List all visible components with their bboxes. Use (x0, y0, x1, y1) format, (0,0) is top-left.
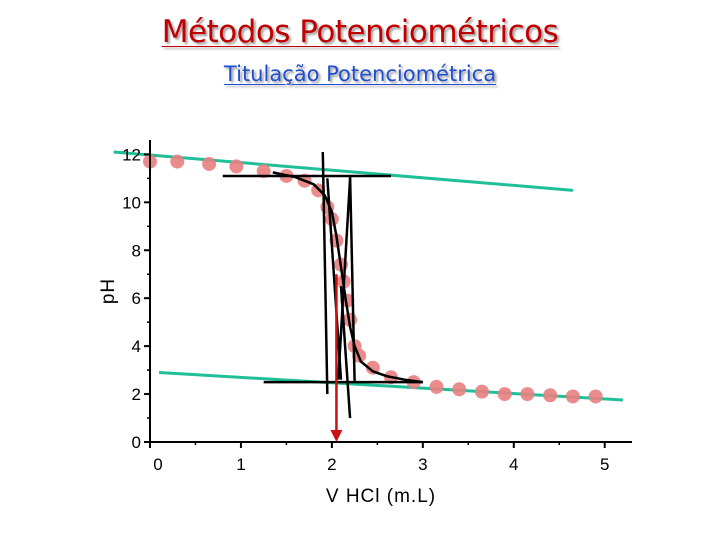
x-tick-label: 5 (600, 455, 609, 474)
data-point (588, 389, 603, 404)
y-tick-label: 0 (132, 433, 141, 452)
data-point (324, 212, 339, 227)
slide-title: Métodos Potenciométricos (161, 14, 559, 50)
construction-line-3 (321, 151, 329, 395)
construction-lines (222, 151, 423, 419)
data-point (202, 156, 217, 171)
data-point (365, 360, 380, 375)
x-tick-label: 4 (509, 455, 518, 474)
construction-line-6 (337, 178, 352, 380)
x-tick-label: 3 (418, 455, 427, 474)
y-tick-label: 4 (132, 337, 141, 356)
data-points (143, 154, 603, 404)
equivalence-arrow-head (330, 430, 343, 442)
data-point (170, 154, 185, 169)
data-point (520, 387, 535, 402)
fit-curve (272, 171, 423, 384)
data-point (497, 387, 512, 402)
tangent-line-1 (113, 150, 574, 192)
equivalence-marker (330, 274, 343, 442)
data-point (256, 164, 271, 179)
construction-line-5 (326, 178, 343, 380)
axes (149, 140, 632, 443)
data-point (429, 379, 444, 394)
data-point (543, 388, 558, 403)
data-point (452, 382, 467, 397)
y-tick-label: 2 (132, 385, 141, 404)
y-tick-label: 12 (122, 145, 141, 164)
x-tick-label: 0 (153, 455, 162, 474)
data-point (565, 389, 580, 404)
construction-line-7 (339, 286, 352, 419)
y-tick-label: 10 (122, 193, 141, 212)
slide-subtitle: Titulação Potenciométrica (223, 62, 497, 86)
x-axis-label: V HCl (m.L) (326, 486, 436, 507)
data-point (474, 384, 489, 399)
data-point (229, 159, 244, 174)
x-tick-label: 2 (327, 455, 336, 474)
fit-curve-line (272, 171, 423, 384)
y-tick-label: 8 (132, 241, 141, 260)
y-axis-label: pH (98, 278, 119, 304)
y-tick-label: 6 (132, 289, 141, 308)
x-tick-label: 1 (236, 455, 245, 474)
construction-line-4 (348, 175, 356, 383)
